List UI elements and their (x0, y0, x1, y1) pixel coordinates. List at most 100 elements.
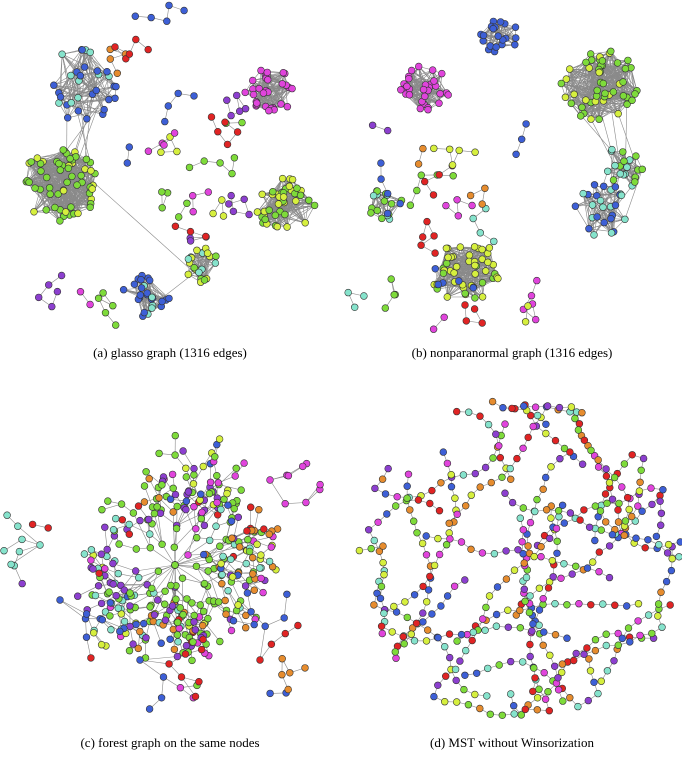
node (157, 148, 165, 156)
node (601, 89, 609, 98)
edge (10, 544, 41, 565)
node (203, 249, 212, 257)
node (608, 145, 616, 154)
node (227, 191, 235, 200)
edge (575, 200, 601, 207)
node (492, 43, 500, 51)
node (45, 184, 54, 192)
node (76, 71, 85, 80)
node (100, 105, 108, 114)
node (183, 199, 191, 208)
node (407, 66, 416, 75)
node (130, 280, 139, 288)
node (351, 303, 359, 311)
node (344, 288, 352, 297)
node (269, 188, 277, 196)
node (442, 244, 451, 253)
node (58, 50, 66, 58)
node (585, 225, 593, 233)
node (261, 215, 269, 224)
node (146, 276, 154, 285)
node (631, 178, 639, 186)
node (469, 284, 477, 292)
edge (571, 71, 601, 104)
node (490, 237, 498, 246)
node (512, 34, 520, 42)
edge (188, 252, 208, 275)
node (189, 192, 197, 200)
node (56, 166, 64, 174)
node (283, 102, 292, 111)
edge (587, 194, 614, 232)
node (489, 25, 497, 33)
edge (582, 193, 593, 218)
node (607, 229, 616, 237)
node (86, 300, 94, 309)
node (94, 294, 103, 302)
node (468, 201, 476, 210)
node (253, 99, 261, 107)
node (227, 626, 236, 635)
node (430, 144, 438, 153)
node (444, 91, 452, 99)
node (435, 171, 443, 179)
node (207, 113, 216, 121)
node (80, 63, 89, 71)
node (381, 304, 389, 312)
edge (256, 84, 287, 105)
node (455, 146, 463, 155)
node (184, 270, 193, 279)
node (165, 294, 173, 303)
node (448, 161, 457, 169)
node (414, 160, 423, 168)
node (429, 66, 437, 74)
node (621, 215, 629, 224)
node (417, 241, 425, 249)
node (417, 171, 425, 179)
edge (129, 524, 150, 535)
node (245, 547, 254, 556)
node (166, 635, 174, 643)
node (405, 91, 414, 99)
nodes (0, 1, 682, 719)
node (511, 41, 519, 49)
node (471, 294, 479, 302)
node (611, 183, 620, 191)
edge (611, 193, 621, 233)
node (109, 302, 117, 310)
node (476, 229, 484, 237)
edge (58, 92, 109, 100)
node (86, 48, 95, 56)
node (431, 265, 439, 273)
node (245, 210, 253, 219)
edge (164, 564, 176, 592)
edge (72, 162, 202, 280)
node (31, 184, 39, 192)
node (285, 182, 294, 191)
edge (474, 249, 483, 274)
node (193, 533, 201, 542)
edge (124, 584, 148, 591)
edge (135, 564, 176, 572)
node (368, 121, 377, 130)
node (88, 185, 96, 193)
edge (144, 485, 153, 508)
edge (286, 205, 315, 228)
edge (112, 563, 136, 572)
node (158, 297, 166, 306)
edge (104, 527, 108, 550)
node (174, 89, 182, 98)
node (461, 301, 469, 309)
node (249, 76, 257, 85)
node (470, 305, 479, 313)
node (34, 293, 43, 302)
node (241, 88, 249, 97)
node (163, 17, 171, 25)
node (527, 292, 536, 300)
node (455, 277, 463, 285)
node (87, 167, 95, 175)
node (76, 288, 85, 296)
node (377, 159, 385, 167)
edge (59, 599, 87, 615)
node (438, 69, 446, 78)
